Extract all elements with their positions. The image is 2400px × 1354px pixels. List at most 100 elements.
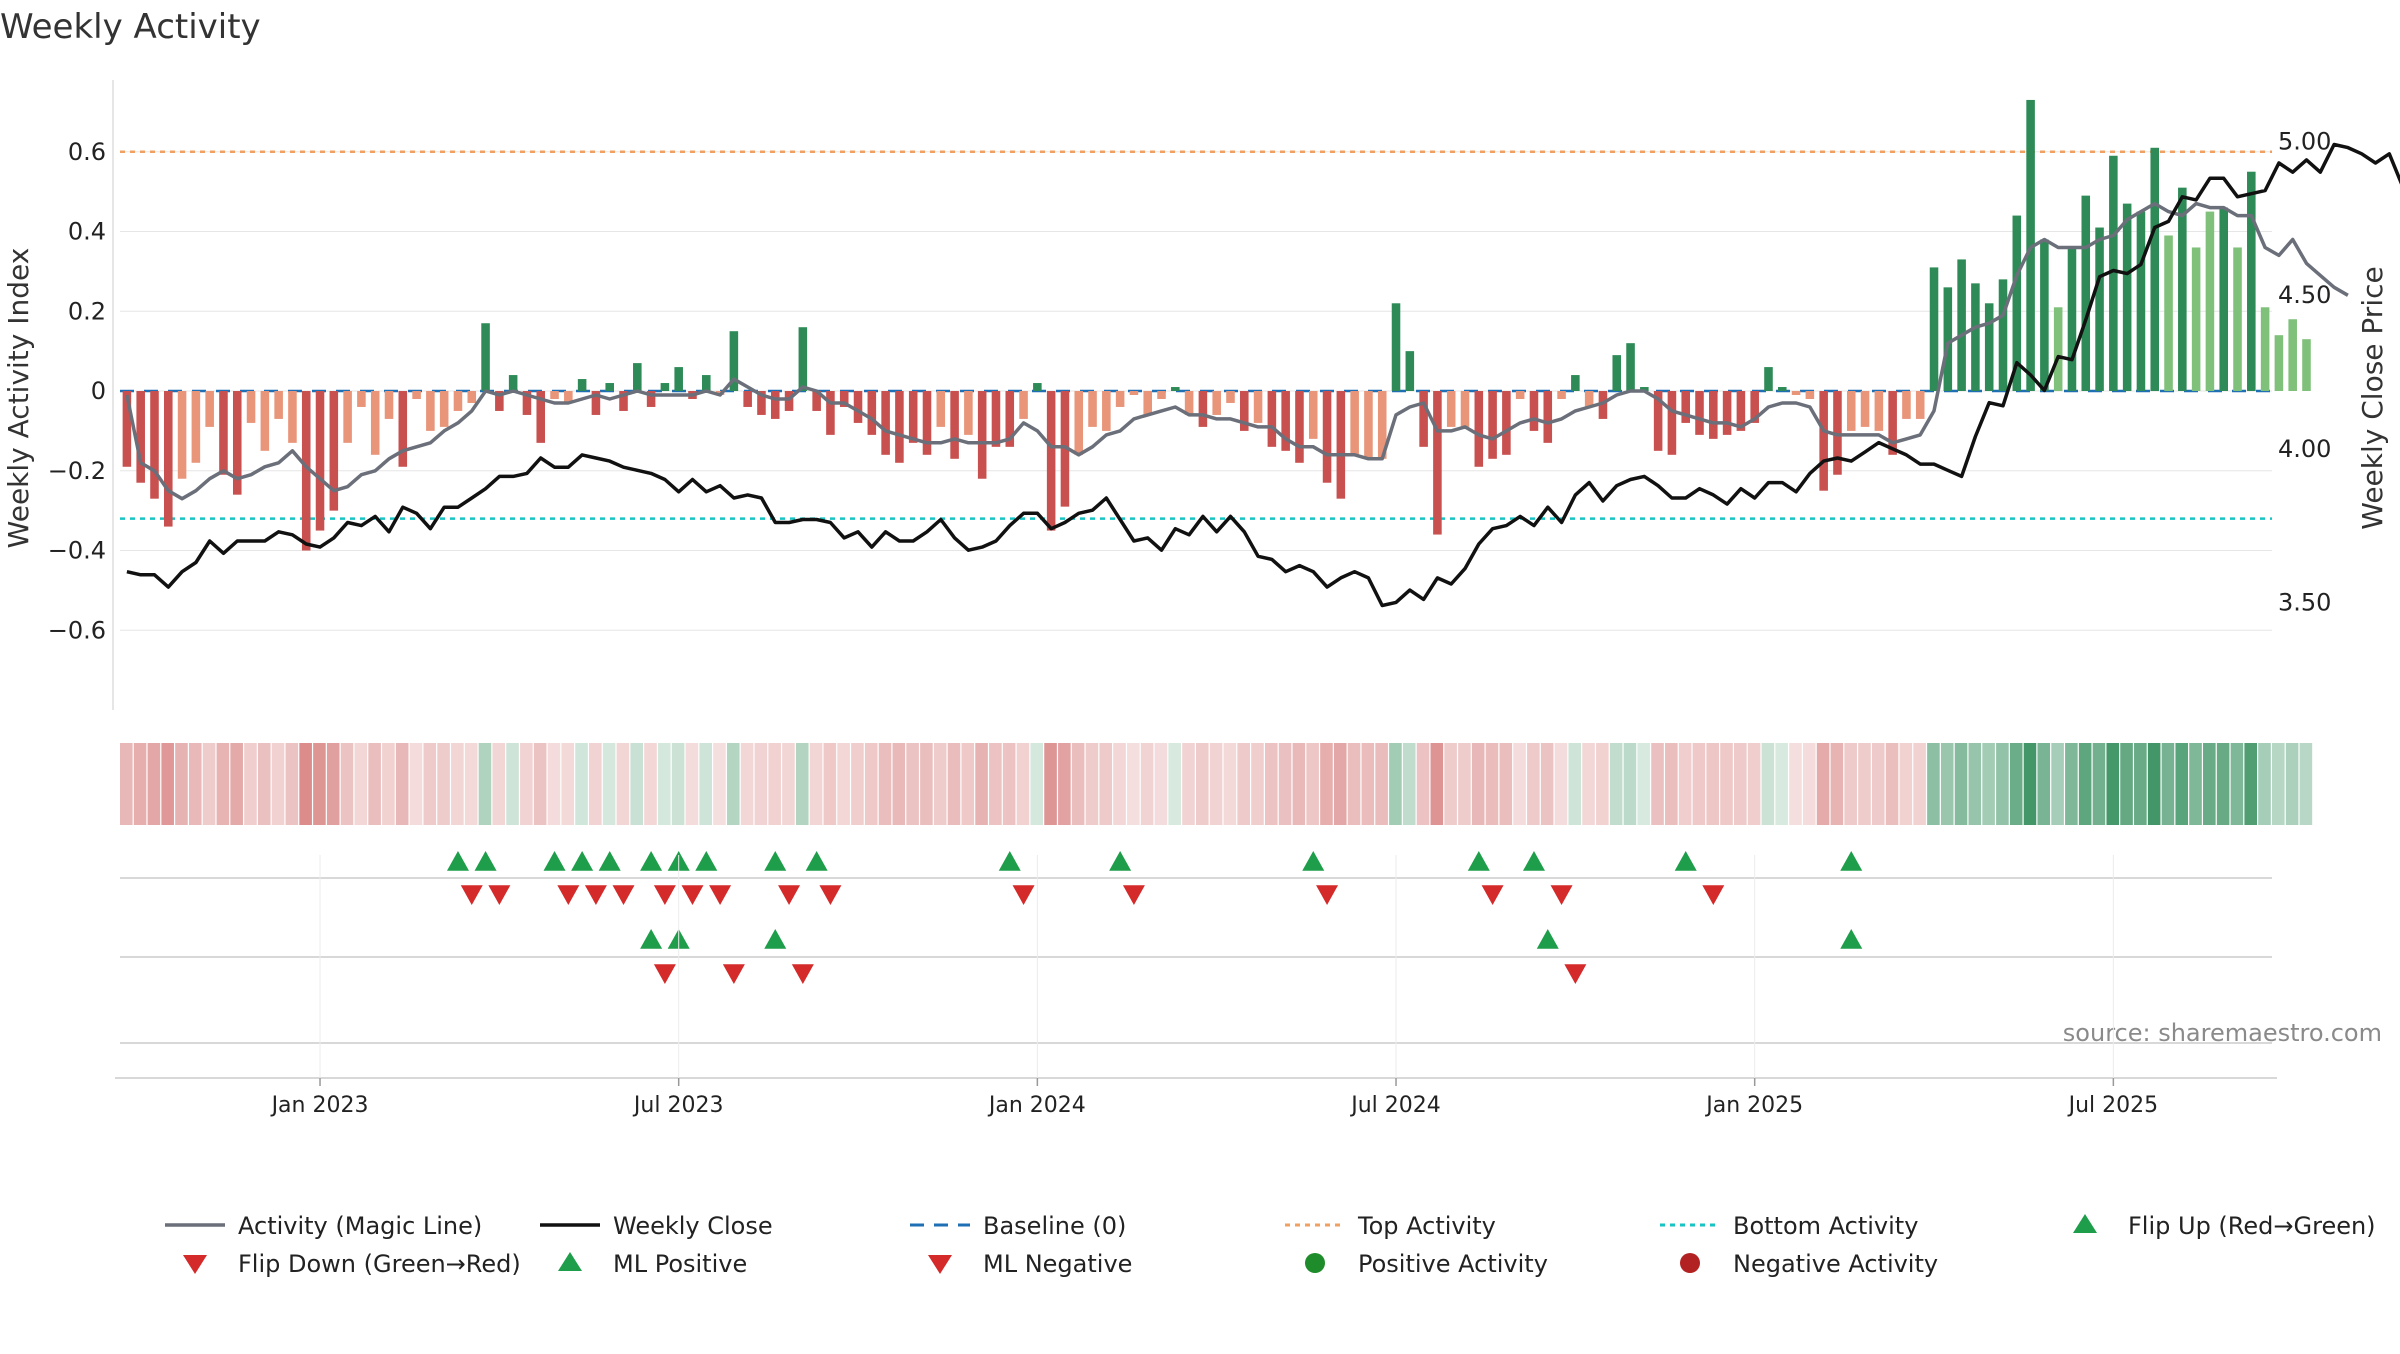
signals-layer bbox=[120, 851, 2272, 1044]
strip-cell-4 bbox=[175, 743, 188, 825]
strip-cell-22 bbox=[423, 743, 437, 825]
strip-cell-54 bbox=[864, 743, 878, 825]
activity-bar-122 bbox=[1805, 391, 1815, 399]
ml-flip-down-marker-8 bbox=[778, 885, 801, 905]
strip-cell-124 bbox=[1830, 743, 1844, 825]
activity-bar-29 bbox=[522, 391, 532, 415]
activity-bar-93 bbox=[1405, 351, 1415, 392]
activity-bar-143 bbox=[2095, 227, 2104, 392]
activity-bar-101 bbox=[1515, 391, 1525, 399]
ml-flip-up-marker-3 bbox=[571, 851, 594, 871]
activity-bar-36 bbox=[619, 391, 628, 411]
strip-cell-91 bbox=[1375, 743, 1388, 825]
strip-cell-9 bbox=[244, 743, 257, 825]
strip-cell-99 bbox=[1485, 743, 1499, 825]
weekly-close-line bbox=[126, 142, 2400, 608]
strip-cell-103 bbox=[1540, 743, 1554, 825]
activity-bar-44 bbox=[729, 331, 739, 392]
activity-bar-88 bbox=[1336, 391, 1346, 499]
strip-cell-69 bbox=[1071, 743, 1085, 825]
strip-cell-118 bbox=[1747, 743, 1761, 825]
strip-cell-76 bbox=[1168, 743, 1182, 825]
legend-swatch-positive-activity bbox=[1305, 1253, 1325, 1273]
strip-cell-130 bbox=[1913, 743, 1926, 825]
strip-cell-20 bbox=[395, 743, 409, 825]
strip-cell-158 bbox=[2299, 743, 2313, 825]
strip-cell-61 bbox=[961, 743, 975, 825]
legend-label-mlpos: ML Positive bbox=[613, 1250, 747, 1278]
strip-cell-156 bbox=[2272, 743, 2285, 825]
activity-bar-118 bbox=[1750, 391, 1759, 423]
strip-cell-31 bbox=[547, 743, 561, 825]
left-tick-label-0: 0.6 bbox=[68, 138, 106, 166]
ml-flip-up-marker-7 bbox=[695, 851, 718, 871]
activity-bar-92 bbox=[1391, 303, 1401, 392]
activity-bar-158 bbox=[2302, 339, 2311, 392]
left-tick-label-3: 0 bbox=[91, 377, 106, 405]
strip-cell-100 bbox=[1499, 743, 1513, 825]
activity-bar-75 bbox=[1157, 391, 1166, 399]
activity-bar-77 bbox=[1184, 391, 1194, 415]
strip-cell-21 bbox=[409, 743, 423, 825]
activity-bar-66 bbox=[1033, 383, 1042, 392]
activity-bar-130 bbox=[1915, 391, 1925, 419]
strip-cell-40 bbox=[671, 743, 685, 825]
strip-cell-93 bbox=[1402, 743, 1416, 825]
activity-bar-100 bbox=[1502, 391, 1511, 455]
activity-bar-53 bbox=[853, 391, 863, 423]
activity-bar-63 bbox=[991, 391, 1001, 447]
strip-cell-80 bbox=[1223, 743, 1237, 825]
x-tick-label-1: Jul 2023 bbox=[632, 1093, 724, 1118]
activity-bar-133 bbox=[1957, 259, 1966, 392]
strip-cell-70 bbox=[1085, 743, 1099, 825]
strip-cell-32 bbox=[561, 743, 575, 825]
activity-bar-121 bbox=[1791, 391, 1801, 395]
strip-cell-134 bbox=[1968, 743, 1982, 825]
strip-cell-58 bbox=[920, 743, 933, 825]
strip-cell-145 bbox=[2120, 743, 2133, 825]
ml-flip-up-marker-11 bbox=[1109, 851, 1132, 871]
ml-flip-up-marker-1 bbox=[474, 851, 497, 871]
activity-bar-154 bbox=[2247, 171, 2256, 392]
activity-bar-16 bbox=[343, 391, 352, 443]
strip-cell-8 bbox=[230, 743, 243, 825]
strip-cell-45 bbox=[740, 743, 754, 825]
activity-bar-23 bbox=[439, 391, 449, 427]
activity-bar-15 bbox=[329, 391, 339, 511]
strip-cell-57 bbox=[906, 743, 919, 825]
activity-bar-18 bbox=[370, 391, 380, 455]
strip-cell-125 bbox=[1844, 743, 1857, 825]
strip-cell-30 bbox=[533, 743, 547, 825]
strip-cell-63 bbox=[989, 743, 1002, 825]
activity-bar-67 bbox=[1046, 391, 1056, 531]
x-tick-label-5: Jul 2025 bbox=[2067, 1093, 2159, 1118]
activity-bar-0 bbox=[122, 391, 132, 467]
strip-cell-10 bbox=[257, 743, 271, 825]
ml-flip-down-marker-4 bbox=[612, 885, 635, 905]
activity-bar-4 bbox=[177, 391, 187, 479]
strip-cell-74 bbox=[1140, 743, 1154, 825]
strip-cell-109 bbox=[1623, 743, 1637, 825]
activity-bar-113 bbox=[1681, 391, 1690, 423]
price-flip-up-marker-2 bbox=[764, 929, 787, 949]
ml-flip-up-marker-10 bbox=[998, 851, 1021, 871]
legend-label-posact: Positive Activity bbox=[1358, 1250, 1548, 1278]
strip-cell-152 bbox=[2216, 743, 2230, 825]
strip-cell-5 bbox=[188, 743, 202, 825]
activity-bar-31 bbox=[550, 391, 559, 399]
activity-bar-9 bbox=[246, 391, 256, 423]
activity-bar-57 bbox=[908, 391, 918, 443]
activity-bar-128 bbox=[1888, 391, 1897, 455]
strip-cell-55 bbox=[878, 743, 892, 825]
price-flip-down-marker-2 bbox=[791, 964, 814, 984]
ml-flip-down-marker-11 bbox=[1122, 885, 1145, 905]
strip-cell-82 bbox=[1251, 743, 1264, 825]
right-axis-label: Weekly Close Price bbox=[2356, 266, 2389, 529]
ml-flip-down-marker-14 bbox=[1550, 885, 1573, 905]
left-tick-label-4: −0.2 bbox=[48, 457, 106, 485]
activity-bar-142 bbox=[2081, 195, 2091, 392]
strip-cell-136 bbox=[1996, 743, 2009, 825]
strip-cell-126 bbox=[1858, 743, 1871, 825]
strip-cell-101 bbox=[1513, 743, 1526, 825]
activity-bar-52 bbox=[839, 391, 849, 407]
